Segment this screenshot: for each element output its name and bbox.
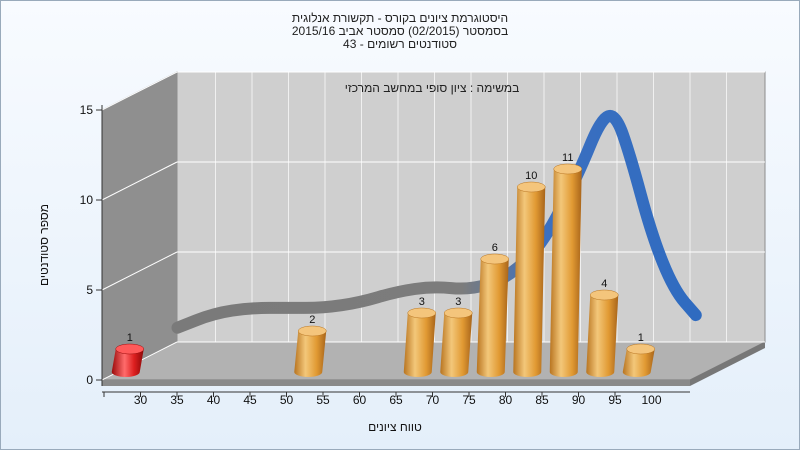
x-tick-label: 85 <box>535 393 549 407</box>
bar: 2 <box>294 314 327 377</box>
side-wall <box>101 71 178 381</box>
bar-value-label: 2 <box>309 314 315 326</box>
bar-body <box>403 313 436 377</box>
bar-body <box>513 187 546 377</box>
y-tick-label: 5 <box>86 283 93 297</box>
bar-top <box>517 181 546 193</box>
trend-ribbon <box>171 109 702 334</box>
grid-line-side <box>101 71 178 111</box>
bar-top <box>480 253 509 265</box>
x-tick-label: 50 <box>280 393 294 407</box>
bar-value-label: 4 <box>601 278 607 290</box>
y-axis-label: מספר סטודנטים <box>37 204 51 286</box>
bar-top <box>626 343 655 355</box>
x-tick-label: 95 <box>608 393 622 407</box>
bar-top <box>115 343 144 355</box>
bar-top <box>298 325 327 337</box>
bar-top <box>553 163 582 175</box>
x-tick-label: 75 <box>462 393 476 407</box>
x-tick-label: 55 <box>316 393 330 407</box>
y-axis: 0 5 10 15 <box>80 103 103 387</box>
bar: 1 <box>622 332 655 377</box>
x-tick-label: 45 <box>243 393 257 407</box>
bar: 4 <box>586 278 619 377</box>
bar-top <box>444 307 473 319</box>
x-tick-label: 80 <box>499 393 513 407</box>
grid-line-side <box>101 161 178 201</box>
title-line-2: בסמסטר (02/2015) סמסטר אביב 2015/16 <box>292 24 508 38</box>
bar: 11 <box>549 152 582 377</box>
title-line-1: היסטוגרמת ציונים בקורס - תקשורת אנלוגית <box>292 11 508 25</box>
grid-line-side <box>101 251 178 291</box>
x-axis-label: טווח ציונים <box>368 420 422 434</box>
bar-value-label: 3 <box>455 296 461 308</box>
x-tick-label: 90 <box>572 393 586 407</box>
bar: 6 <box>476 242 509 377</box>
floor-right-edge <box>690 342 765 386</box>
bar-value-label: 11 <box>562 152 573 164</box>
bar-body <box>622 349 655 377</box>
bar: 1 <box>111 332 144 377</box>
bar-body <box>476 259 509 377</box>
bar-value-label: 6 <box>492 242 498 254</box>
x-tick-label: 70 <box>426 393 440 407</box>
x-tick-label: 60 <box>353 393 367 407</box>
bar-body <box>440 313 473 377</box>
bars: 1 2 3 3 6 10 11 4 1 <box>111 152 655 377</box>
chart-title: היסטוגרמת ציונים בקורס - תקשורת אנלוגית … <box>292 11 508 51</box>
x-tick-label: 100 <box>641 393 661 407</box>
x-tick-label: 35 <box>170 393 184 407</box>
y-tick-label: 10 <box>80 193 94 207</box>
y-tick-label: 0 <box>86 373 93 387</box>
bar-value-label: 10 <box>525 170 537 182</box>
x-axis: 30 35 40 45 50 55 60 65 70 75 80 85 90 95 100 <box>102 391 690 407</box>
bar: 3 <box>403 296 436 377</box>
x-tick-label: 40 <box>207 393 221 407</box>
bar: 3 <box>440 296 473 377</box>
floor <box>101 341 766 381</box>
bar-body <box>294 331 327 377</box>
bar: 10 <box>513 170 546 377</box>
bar-value-label: 1 <box>127 332 133 344</box>
floor-front-edge <box>102 380 690 386</box>
bar-body <box>586 295 619 377</box>
bar-value-label: 1 <box>638 332 644 344</box>
x-tick-label: 30 <box>134 393 148 407</box>
title-line-3: 43 - סטודנטים רשומים <box>343 37 457 51</box>
bar-top <box>590 289 619 301</box>
bar-body <box>549 169 582 377</box>
bar-top <box>407 307 436 319</box>
bar-body <box>111 349 144 377</box>
bar-value-label: 3 <box>419 296 425 308</box>
chart-subtitle: במשימה : ציון סופי במחשב המרכזי <box>345 81 520 95</box>
x-tick-label: 65 <box>389 393 403 407</box>
y-tick-label: 15 <box>80 103 94 117</box>
